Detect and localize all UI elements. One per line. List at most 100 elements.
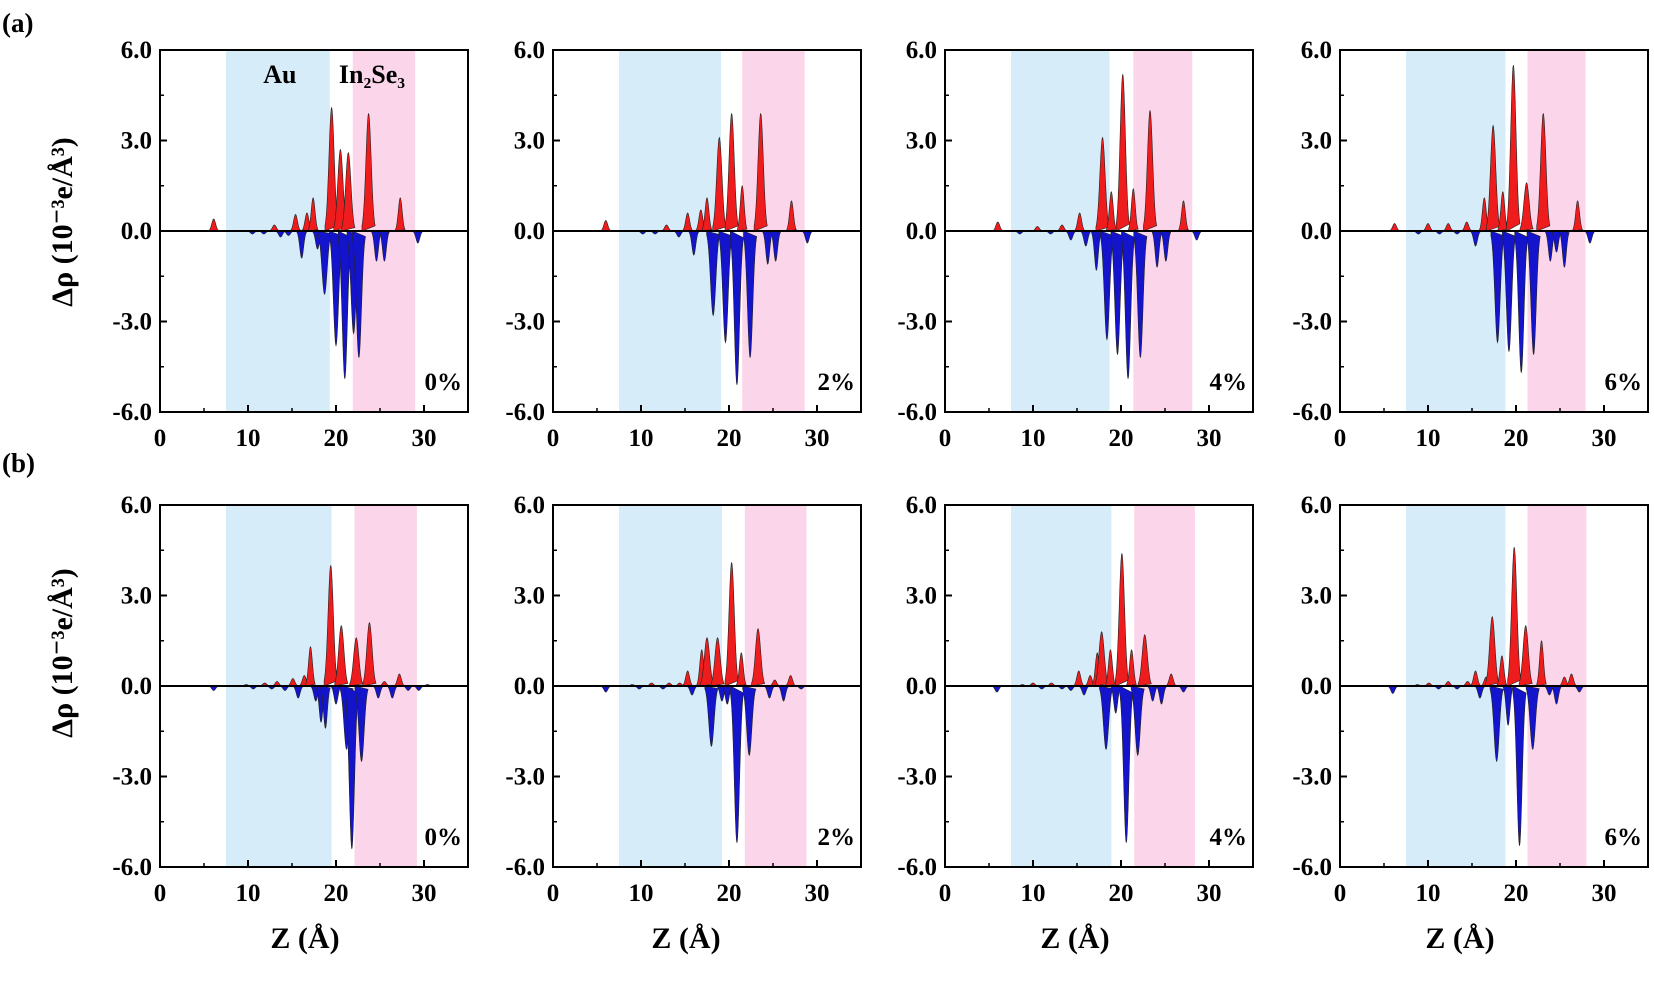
y-tick-label: -6.0	[112, 399, 152, 426]
density-peak-10	[700, 637, 715, 687]
density-peak-23	[1574, 685, 1585, 693]
y-tick-label: 0.0	[514, 673, 545, 700]
density-peak-16	[1518, 624, 1533, 687]
x-tick-label: 10	[1021, 425, 1046, 452]
density-peak-0	[992, 221, 1004, 232]
panel-a-0pct: -6.0 -3.0 0.0 3.0 6.0 0 10 20 30 0% Au In₂Se₃	[112, 37, 469, 452]
density-peak-8	[701, 197, 713, 232]
density-peak-4	[275, 230, 286, 238]
density-peak-10	[305, 646, 316, 687]
y-tick-label: -3.0	[505, 764, 545, 791]
density-peak-16	[334, 624, 349, 687]
x-tick-label: 10	[1416, 880, 1441, 907]
x-tick-label: 30	[1197, 425, 1222, 452]
density-peak-14	[1121, 230, 1135, 379]
density-peak-5	[682, 212, 694, 232]
density-peak-21	[1572, 200, 1583, 232]
y-tick-label: 6.0	[906, 492, 937, 519]
density-peak-18	[770, 230, 781, 262]
density-peak-23	[785, 675, 797, 687]
density-peak-15	[743, 230, 758, 358]
density-peak-7	[1073, 670, 1085, 687]
density-peak-10	[1490, 230, 1505, 344]
y-axis-title-row-a: Δρ (10⁻³e/Å³)	[46, 137, 79, 306]
y-tick-label: 0.0	[121, 673, 152, 700]
x-axis-title-1: Z (Å)	[270, 922, 339, 955]
density-peak-17	[1126, 649, 1137, 687]
density-peak-11	[317, 230, 332, 296]
density-peak-16	[1133, 230, 1148, 358]
x-tick-label: 20	[1109, 880, 1134, 907]
density-peak-21	[1156, 685, 1167, 705]
y-tick-label: -6.0	[897, 399, 937, 426]
x-axis-title-3: Z (Å)	[1040, 922, 1109, 955]
density-peak-19	[1137, 634, 1152, 687]
y-tick-label: -3.0	[112, 764, 152, 791]
x-axis-title-2: Z (Å)	[651, 922, 720, 955]
x-tick-label: 0	[939, 880, 952, 907]
x-tick-label: 20	[1504, 425, 1529, 452]
y-tick-label: 3.0	[514, 128, 545, 155]
density-peak-12	[1110, 230, 1125, 355]
x-tick-label: 30	[412, 880, 437, 907]
density-peak-19	[786, 200, 797, 232]
row-label-a: (a)	[2, 8, 33, 38]
x-tick-label: 0	[1334, 425, 1347, 452]
density-peak-7	[296, 230, 307, 259]
density-peak-0	[1387, 685, 1399, 694]
density-peak-9	[1095, 136, 1110, 232]
density-peak-24	[387, 685, 398, 699]
density-peak-4	[1443, 223, 1455, 232]
density-peak-13	[320, 685, 331, 729]
density-peak-16	[1526, 230, 1541, 355]
density-peak-6	[290, 214, 301, 232]
y-tick-label: 3.0	[121, 583, 152, 610]
y-tick-label: 6.0	[121, 37, 152, 64]
y-tick-label: 0.0	[121, 218, 152, 245]
density-peak-13	[730, 230, 744, 385]
y-tick-label: 0.0	[906, 673, 937, 700]
y-tick-label: -3.0	[1292, 764, 1332, 791]
density-peak-7	[1470, 670, 1482, 687]
x-tick-label: 30	[412, 425, 437, 452]
x-tick-label: 10	[236, 425, 261, 452]
density-peak-12	[1099, 685, 1114, 751]
density-peak-17	[762, 230, 773, 265]
density-peak-19	[361, 113, 376, 232]
density-peak-17	[1536, 113, 1551, 232]
y-tick-label: 6.0	[514, 492, 545, 519]
y-tick-label: 6.0	[514, 37, 545, 64]
density-peak-20	[802, 230, 813, 244]
panel-b-0pct: -6.0 -3.0 0.0 3.0 6.0 0 10 20 30 0%	[112, 492, 469, 907]
density-peak-20	[1559, 230, 1570, 268]
y-tick-label: 6.0	[906, 37, 937, 64]
density-peak-4	[1056, 224, 1067, 232]
density-peak-15	[724, 562, 739, 687]
density-peak-18	[351, 230, 366, 358]
density-peak-21	[1191, 230, 1203, 241]
density-peak-22	[1166, 673, 1177, 687]
density-peak-11	[704, 685, 719, 748]
density-peak-19	[1551, 230, 1562, 253]
density-peak-18	[1151, 230, 1163, 268]
density-peak-21	[379, 230, 390, 262]
density-peak-20	[1551, 685, 1562, 705]
x-tick-label: 10	[1021, 880, 1046, 907]
x-tick-label: 20	[1504, 880, 1529, 907]
density-peak-11	[1497, 191, 1509, 232]
row-label-b: (b)	[2, 448, 35, 478]
x-tick-label: 10	[236, 880, 261, 907]
density-peak-0	[600, 220, 612, 232]
density-peak-14	[323, 565, 338, 687]
y-tick-label: -6.0	[1292, 399, 1332, 426]
y-tick-label: -3.0	[112, 309, 152, 336]
x-tick-label: 30	[1592, 425, 1617, 452]
density-peak-10	[712, 136, 727, 232]
strain-label: 4%	[1210, 824, 1248, 851]
panel-a-6pct: -6.0 -3.0 0.0 3.0 6.0 0 10 20 30 6%	[1292, 37, 1649, 452]
in2se3-region-label: In₂Se₃	[339, 60, 405, 89]
density-peak-20	[371, 230, 382, 262]
density-peak-18	[1536, 640, 1547, 687]
density-peak-17	[1143, 110, 1157, 232]
